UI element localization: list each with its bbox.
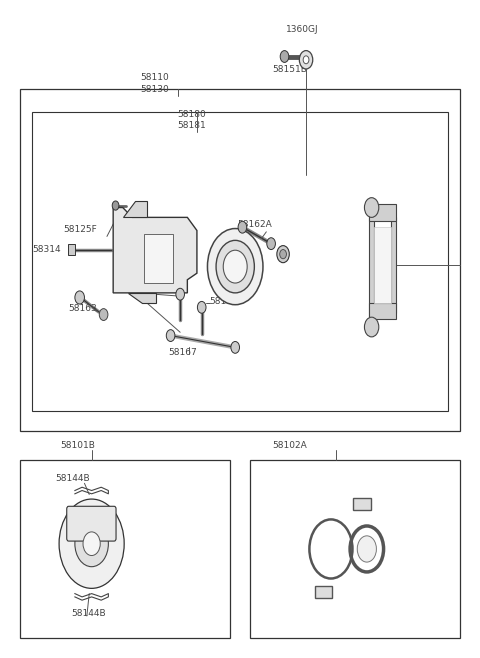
Circle shape xyxy=(280,51,289,63)
Text: 58125F: 58125F xyxy=(63,225,96,234)
Polygon shape xyxy=(113,207,197,293)
Circle shape xyxy=(197,301,206,313)
Circle shape xyxy=(216,240,254,293)
Circle shape xyxy=(166,330,175,342)
Text: 58130: 58130 xyxy=(141,85,169,94)
Circle shape xyxy=(357,536,376,562)
Text: 58314: 58314 xyxy=(32,245,60,254)
Circle shape xyxy=(75,291,84,304)
Circle shape xyxy=(223,250,247,283)
Polygon shape xyxy=(123,201,147,217)
Text: 58144B: 58144B xyxy=(56,474,90,484)
Text: 58167: 58167 xyxy=(168,347,197,357)
Bar xyxy=(374,227,391,303)
Circle shape xyxy=(231,342,240,353)
Circle shape xyxy=(207,228,263,305)
Circle shape xyxy=(99,309,108,320)
Circle shape xyxy=(112,201,119,210)
Bar xyxy=(353,497,371,509)
Text: 58101B: 58101B xyxy=(60,442,96,451)
Circle shape xyxy=(303,56,309,64)
Bar xyxy=(68,244,75,255)
Circle shape xyxy=(83,532,100,555)
Bar xyxy=(391,217,396,313)
Text: 58163: 58163 xyxy=(69,304,97,313)
Circle shape xyxy=(176,288,184,300)
Text: 58144B: 58144B xyxy=(72,609,106,618)
Circle shape xyxy=(364,197,379,217)
Bar xyxy=(250,461,460,638)
Circle shape xyxy=(277,245,289,263)
Bar xyxy=(369,211,374,319)
Text: 58110: 58110 xyxy=(141,73,169,82)
Circle shape xyxy=(59,499,124,588)
Text: 58151B: 58151B xyxy=(272,65,307,74)
Bar xyxy=(32,113,448,411)
Circle shape xyxy=(267,238,276,249)
Bar xyxy=(20,89,460,431)
Bar xyxy=(369,204,396,220)
Bar xyxy=(369,303,396,319)
Polygon shape xyxy=(128,293,156,303)
Bar xyxy=(20,461,230,638)
Text: 58162A: 58162A xyxy=(238,220,272,228)
Circle shape xyxy=(280,249,287,259)
Text: 1360GJ: 1360GJ xyxy=(286,24,318,34)
Bar xyxy=(315,586,332,598)
FancyBboxPatch shape xyxy=(67,506,116,541)
Text: 58102A: 58102A xyxy=(273,442,307,451)
Circle shape xyxy=(75,520,108,567)
Circle shape xyxy=(364,317,379,337)
Circle shape xyxy=(300,51,313,69)
Bar xyxy=(144,234,173,283)
Text: 58112: 58112 xyxy=(209,297,238,306)
Text: 58180: 58180 xyxy=(177,110,205,119)
Circle shape xyxy=(238,221,247,233)
Text: 58181: 58181 xyxy=(177,121,205,130)
